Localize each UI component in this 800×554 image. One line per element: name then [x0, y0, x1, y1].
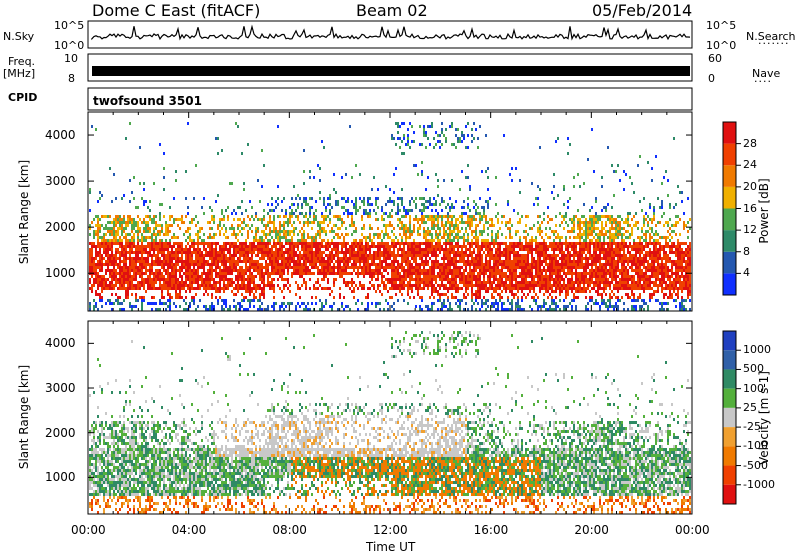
velocity-colorbar-swatch — [723, 484, 736, 504]
noise-line — [91, 24, 691, 41]
nsearch-label: N.Search — [746, 30, 796, 43]
cpid-label: CPID — [8, 91, 38, 104]
frequency-panel — [87, 53, 693, 82]
time-xtick-3: 12:00 — [373, 523, 408, 537]
time-xtick-4: 16:00 — [473, 523, 509, 537]
beam-label: Beam 02 — [356, 1, 428, 20]
velocity-panel — [87, 320, 693, 515]
power-colorbar-swatch — [723, 143, 736, 166]
power-colorbar-swatch — [723, 251, 736, 274]
velocity-colorbar-swatch — [723, 407, 736, 428]
power-panel — [87, 111, 693, 312]
power-colorbar-tick-4: 20 — [743, 179, 757, 193]
velocity-colorbar-tick-7: -1000 — [743, 477, 775, 491]
power-colorbar-tick-6: 28 — [743, 136, 757, 150]
velocity-colorbar-swatch — [723, 350, 736, 370]
cpid-value: twofsound 3501 — [93, 94, 202, 108]
noise-bottom-right: 10^0 — [706, 39, 737, 52]
velocity-colorbar-tick-0: 1000 — [743, 343, 771, 357]
velocity-ytick-3000: 3000 — [45, 381, 76, 395]
velocity-ytick-4000: 4000 — [45, 336, 76, 351]
nave-label: Nave — [752, 67, 781, 80]
velocity-colorbar-swatch — [723, 446, 736, 466]
velocity-colorbar-swatch — [723, 369, 736, 389]
time-xlabel: Time UT — [366, 540, 416, 554]
power-colorbar-swatch — [723, 165, 736, 187]
power-ytick-2000: 2000 — [45, 220, 76, 235]
velocity-ytick-2000: 2000 — [45, 425, 76, 440]
time-xtick-0: 00:00 — [71, 523, 106, 537]
noise-trace — [91, 24, 691, 41]
velocity-ylabel: Slant Range [km] — [17, 364, 31, 470]
freq-bottom-label: 8 — [68, 72, 75, 85]
velocity-colorbar-tick-5: -100 — [743, 439, 768, 453]
velocity-ytick-1000: 1000 — [45, 470, 76, 485]
time-xtick-2: 08:00 — [272, 523, 307, 537]
nave-top-label: 60 — [708, 52, 722, 65]
power-ytick-1000: 1000 — [45, 266, 76, 281]
velocity-colorbar-swatch — [723, 465, 736, 485]
power-colorbar-tick-5: 24 — [743, 158, 757, 172]
velocity-colorbar-swatch — [723, 427, 736, 447]
nave-dots: ···· — [754, 75, 772, 88]
noise-top-right: 10^5 — [706, 19, 737, 32]
noise-bottom-left: 10^0 — [54, 39, 85, 52]
noise-top-left: 10^5 — [54, 19, 85, 32]
power-colorbar-tick-1: 8 — [743, 244, 750, 258]
velocity-colorbar-tick-6: -500 — [743, 458, 768, 472]
freq-label: Freq. — [8, 55, 36, 68]
velocity-colorbar — [722, 330, 741, 505]
power-colorbar — [722, 121, 741, 296]
time-xtick-1: 04:00 — [171, 523, 207, 537]
frequency-trace — [92, 66, 690, 76]
time-xtick-5: 20:00 — [574, 523, 609, 537]
power-colorbar-tick-3: 16 — [743, 201, 757, 215]
cpid-panel — [87, 87, 693, 111]
power-colorbar-tick-2: 12 — [743, 223, 757, 237]
velocity-colorbar-tick-1: 500 — [743, 362, 764, 376]
velocity-colorbar-tick-3: 25 — [743, 400, 757, 414]
freq-unit-label: [MHz] — [3, 67, 36, 80]
power-ylabel: Slant Range [km] — [17, 159, 31, 265]
power-colorbar-swatch — [723, 208, 736, 231]
power-colorbar-swatch — [723, 186, 736, 209]
power-colorbar-tick-0: 4 — [743, 266, 750, 280]
station-title: Dome C East (fitACF) — [92, 1, 261, 20]
velocity-colorbar-tick-2: 100 — [743, 381, 764, 395]
nsearch-dots: ······· — [758, 37, 790, 50]
power-ytick-4000: 4000 — [45, 128, 76, 143]
noise-panel — [87, 20, 693, 49]
nave-bottom-label: 0 — [708, 72, 715, 85]
power-colorbar-swatch — [723, 230, 736, 252]
date-label: 05/Feb/2014 — [592, 1, 693, 20]
time-xtick-6: 00:00 — [675, 523, 710, 537]
velocity-colorbar-swatch — [723, 388, 736, 408]
power-ytick-3000: 3000 — [45, 174, 76, 189]
velocity-colorbar-tick-4: -25 — [743, 420, 761, 434]
power-colorbar-swatch — [723, 273, 736, 295]
power-colorbar-label: Power [dB] — [757, 178, 771, 244]
nsky-label: N.Sky — [3, 30, 35, 43]
velocity-colorbar-swatch — [723, 331, 736, 351]
power-colorbar-swatch — [723, 122, 736, 144]
freq-top-label: 10 — [64, 52, 78, 65]
